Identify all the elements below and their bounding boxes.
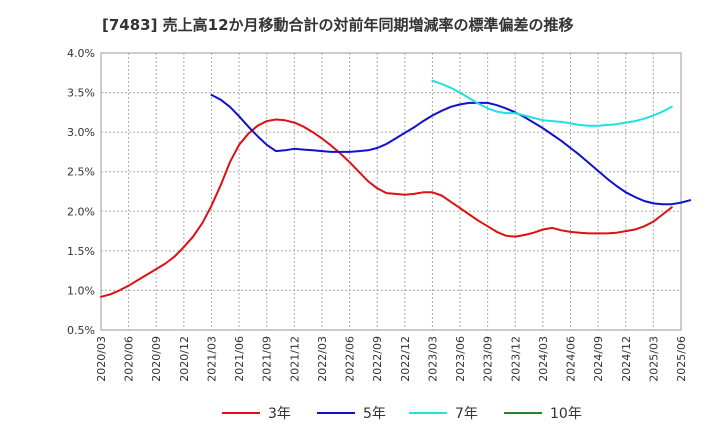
series-line-3 — [431, 79, 673, 127]
x-tick-label: 2021/12 — [288, 336, 301, 382]
x-tick-label: 2023/12 — [509, 336, 522, 382]
x-tick-label: 2023/06 — [454, 336, 467, 382]
series-line-1 — [100, 118, 673, 298]
x-tick-label: 2025/03 — [647, 336, 660, 382]
x-tick-label: 2020/03 — [95, 336, 108, 382]
y-tick-label: 3.5% — [67, 87, 95, 100]
legend-label-3: 7年 — [455, 406, 478, 422]
y-tick-label: 2.0% — [67, 205, 95, 218]
x-axis-ticks: 2020/03 2020/06 2020/09 2020/12 2021/03 2021/… — [95, 336, 688, 382]
x-tick-label: 2020/06 — [123, 336, 136, 382]
y-tick-label: 0.5% — [67, 324, 95, 337]
y-tick-label: 3.0% — [67, 126, 95, 139]
grid-y — [101, 92, 681, 291]
x-tick-label: 2024/06 — [565, 336, 578, 382]
y-tick-label: 1.5% — [67, 245, 95, 258]
x-tick-label: 2020/09 — [150, 336, 163, 382]
legend: 3年 5年 7年 10年 — [222, 406, 582, 422]
x-tick-label: 2022/12 — [399, 336, 412, 382]
x-tick-label: 2024/12 — [620, 336, 633, 382]
x-tick-label: 2025/06 — [675, 336, 688, 382]
legend-label-4: 10年 — [550, 406, 582, 422]
x-tick-label: 2021/09 — [261, 336, 274, 382]
x-tick-label: 2024/09 — [592, 336, 605, 382]
legend-label-1: 3年 — [268, 406, 291, 422]
chart-title: [7483] 売上高12か月移動合計の対前年同期増減率の標準偏差の推移 — [102, 16, 574, 34]
x-tick-label: 2022/06 — [344, 336, 357, 382]
x-tick-label: 2023/03 — [426, 336, 439, 382]
y-tick-label: 4.0% — [67, 47, 95, 60]
x-tick-label: 2021/06 — [233, 336, 246, 382]
x-tick-label: 2021/03 — [205, 336, 218, 382]
plot-area — [100, 52, 682, 331]
series-line-2 — [210, 93, 692, 206]
x-tick-label: 2022/03 — [316, 336, 329, 382]
x-tick-label: 2020/12 — [178, 336, 191, 382]
x-tick-label: 2024/03 — [537, 336, 550, 382]
x-tick-label: 2023/09 — [482, 336, 495, 382]
series-lines — [100, 79, 692, 298]
legend-label-2: 5年 — [363, 406, 386, 422]
y-tick-label: 2.5% — [67, 166, 95, 179]
y-tick-label: 1.0% — [67, 284, 95, 297]
y-axis-ticks: 0.5% 1.0% 1.5% 2.0% 2.5% 3.0% 3.5% 4.0% — [67, 47, 95, 337]
x-tick-label: 2022/09 — [371, 336, 384, 382]
